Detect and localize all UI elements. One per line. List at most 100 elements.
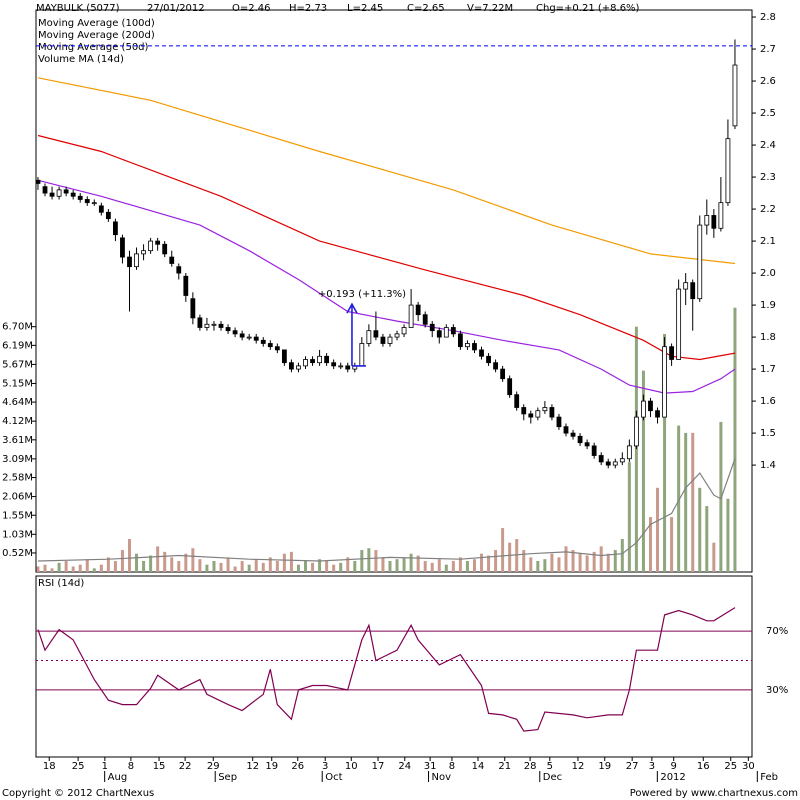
candle-body: [436, 330, 442, 338]
volume-bar: [149, 555, 153, 572]
month-label: Sep: [218, 772, 237, 783]
candle-body: [232, 330, 238, 335]
volume-bar: [536, 561, 540, 572]
candle-body: [49, 192, 55, 197]
candle-body: [422, 314, 428, 325]
powered-by: Powered by www.chartnexus.com: [630, 788, 798, 799]
volume-bar: [677, 425, 681, 572]
volume-bar: [374, 550, 378, 572]
volume-bar: [416, 555, 420, 572]
volume-bar: [219, 562, 223, 572]
x-tick-label: 25: [724, 761, 737, 772]
volume-bar: [304, 561, 308, 572]
volume-bar: [508, 542, 512, 572]
x-tick-label: 3: [649, 761, 655, 772]
candle-body: [303, 359, 308, 367]
x-tick-label: 19: [265, 761, 278, 772]
candle-body: [401, 327, 407, 335]
candle-body: [528, 413, 534, 418]
candle-body: [662, 346, 667, 418]
volume-bar: [127, 539, 131, 572]
candle-body: [246, 336, 252, 339]
volume-bar: [177, 561, 181, 572]
header-item: V=7.22M: [467, 3, 513, 14]
volume-bar: [289, 551, 293, 572]
volume-bar: [515, 539, 519, 572]
x-tick-label: 22: [179, 761, 192, 772]
candle-body: [155, 240, 161, 245]
volume-bar: [106, 557, 110, 572]
candle-body: [570, 432, 576, 437]
y-tick-label: 2.4: [760, 140, 776, 151]
volume-bar: [529, 557, 533, 572]
candle-body: [98, 205, 104, 213]
volume-bar: [451, 561, 455, 572]
y2-tick-label: 4.64M: [2, 397, 33, 408]
volume-bar: [670, 517, 674, 572]
candle-body: [387, 336, 393, 344]
annotation-arrow: [346, 302, 366, 367]
volume-bar: [578, 553, 582, 572]
volume-bar: [444, 564, 448, 572]
candle-body: [169, 256, 175, 264]
volume-bar: [564, 546, 568, 572]
volume-bar: [135, 553, 139, 572]
volume-bar: [557, 557, 561, 572]
candle-body: [176, 266, 182, 274]
rsi-line: [37, 607, 736, 732]
month-label: 2012: [660, 772, 685, 783]
volume-bar: [261, 562, 265, 572]
volume-bar: [78, 564, 82, 572]
candle-body: [704, 215, 710, 226]
volume-bar: [613, 550, 617, 572]
volume-bar: [156, 546, 160, 572]
volume-bar: [71, 566, 75, 572]
candle-body: [42, 186, 48, 194]
volume-bar: [311, 562, 315, 572]
candle-body: [521, 407, 527, 415]
candle-body: [225, 327, 231, 332]
y-tick-label: 2.8: [760, 12, 776, 23]
copyright: Copyright © 2012 ChartNexus: [2, 788, 154, 799]
volume-bar: [367, 548, 371, 572]
x-tick-label: 18: [43, 761, 56, 772]
y2-tick-label: 1.55M: [2, 510, 33, 521]
candle-body: [281, 349, 287, 364]
candle-body: [690, 282, 696, 300]
candle-body: [274, 346, 280, 351]
x-tick-label: 5: [547, 761, 553, 772]
volume-bar: [543, 559, 547, 572]
candle-body: [450, 327, 456, 335]
volume-bar: [282, 553, 286, 572]
y-tick-label: 2.5: [760, 108, 776, 119]
candle-body: [648, 400, 653, 412]
volume-bar: [120, 550, 124, 572]
x-tick-label: 12: [572, 761, 585, 772]
volume-bar: [226, 557, 230, 572]
x-tick-label: 3: [322, 761, 328, 772]
x-tick-label: 16: [697, 761, 710, 772]
volume-bar: [522, 550, 526, 572]
x-tick-label: 15: [153, 761, 166, 772]
candle-body: [204, 323, 210, 328]
candle-body: [183, 275, 189, 296]
y-tick-label: 2.2: [760, 204, 776, 215]
volume-bar: [275, 561, 279, 572]
candle-body: [218, 323, 224, 328]
candle-body: [239, 333, 245, 338]
volume-bar: [381, 557, 385, 572]
volume-bar: [684, 432, 688, 572]
candle-body: [633, 416, 639, 447]
candle-body: [162, 243, 168, 255]
candle-body: [120, 237, 125, 258]
candle-body: [345, 365, 351, 370]
volume-bar: [388, 561, 392, 572]
candle-body: [535, 410, 541, 418]
volume-bar: [656, 487, 660, 572]
y2-tick-label: 6.19M: [2, 340, 33, 351]
volume-bar: [233, 566, 237, 572]
candle-body: [338, 365, 344, 368]
series-line: [37, 179, 736, 394]
x-tick-label: 29: [207, 761, 220, 772]
month-label: Dec: [543, 772, 562, 783]
